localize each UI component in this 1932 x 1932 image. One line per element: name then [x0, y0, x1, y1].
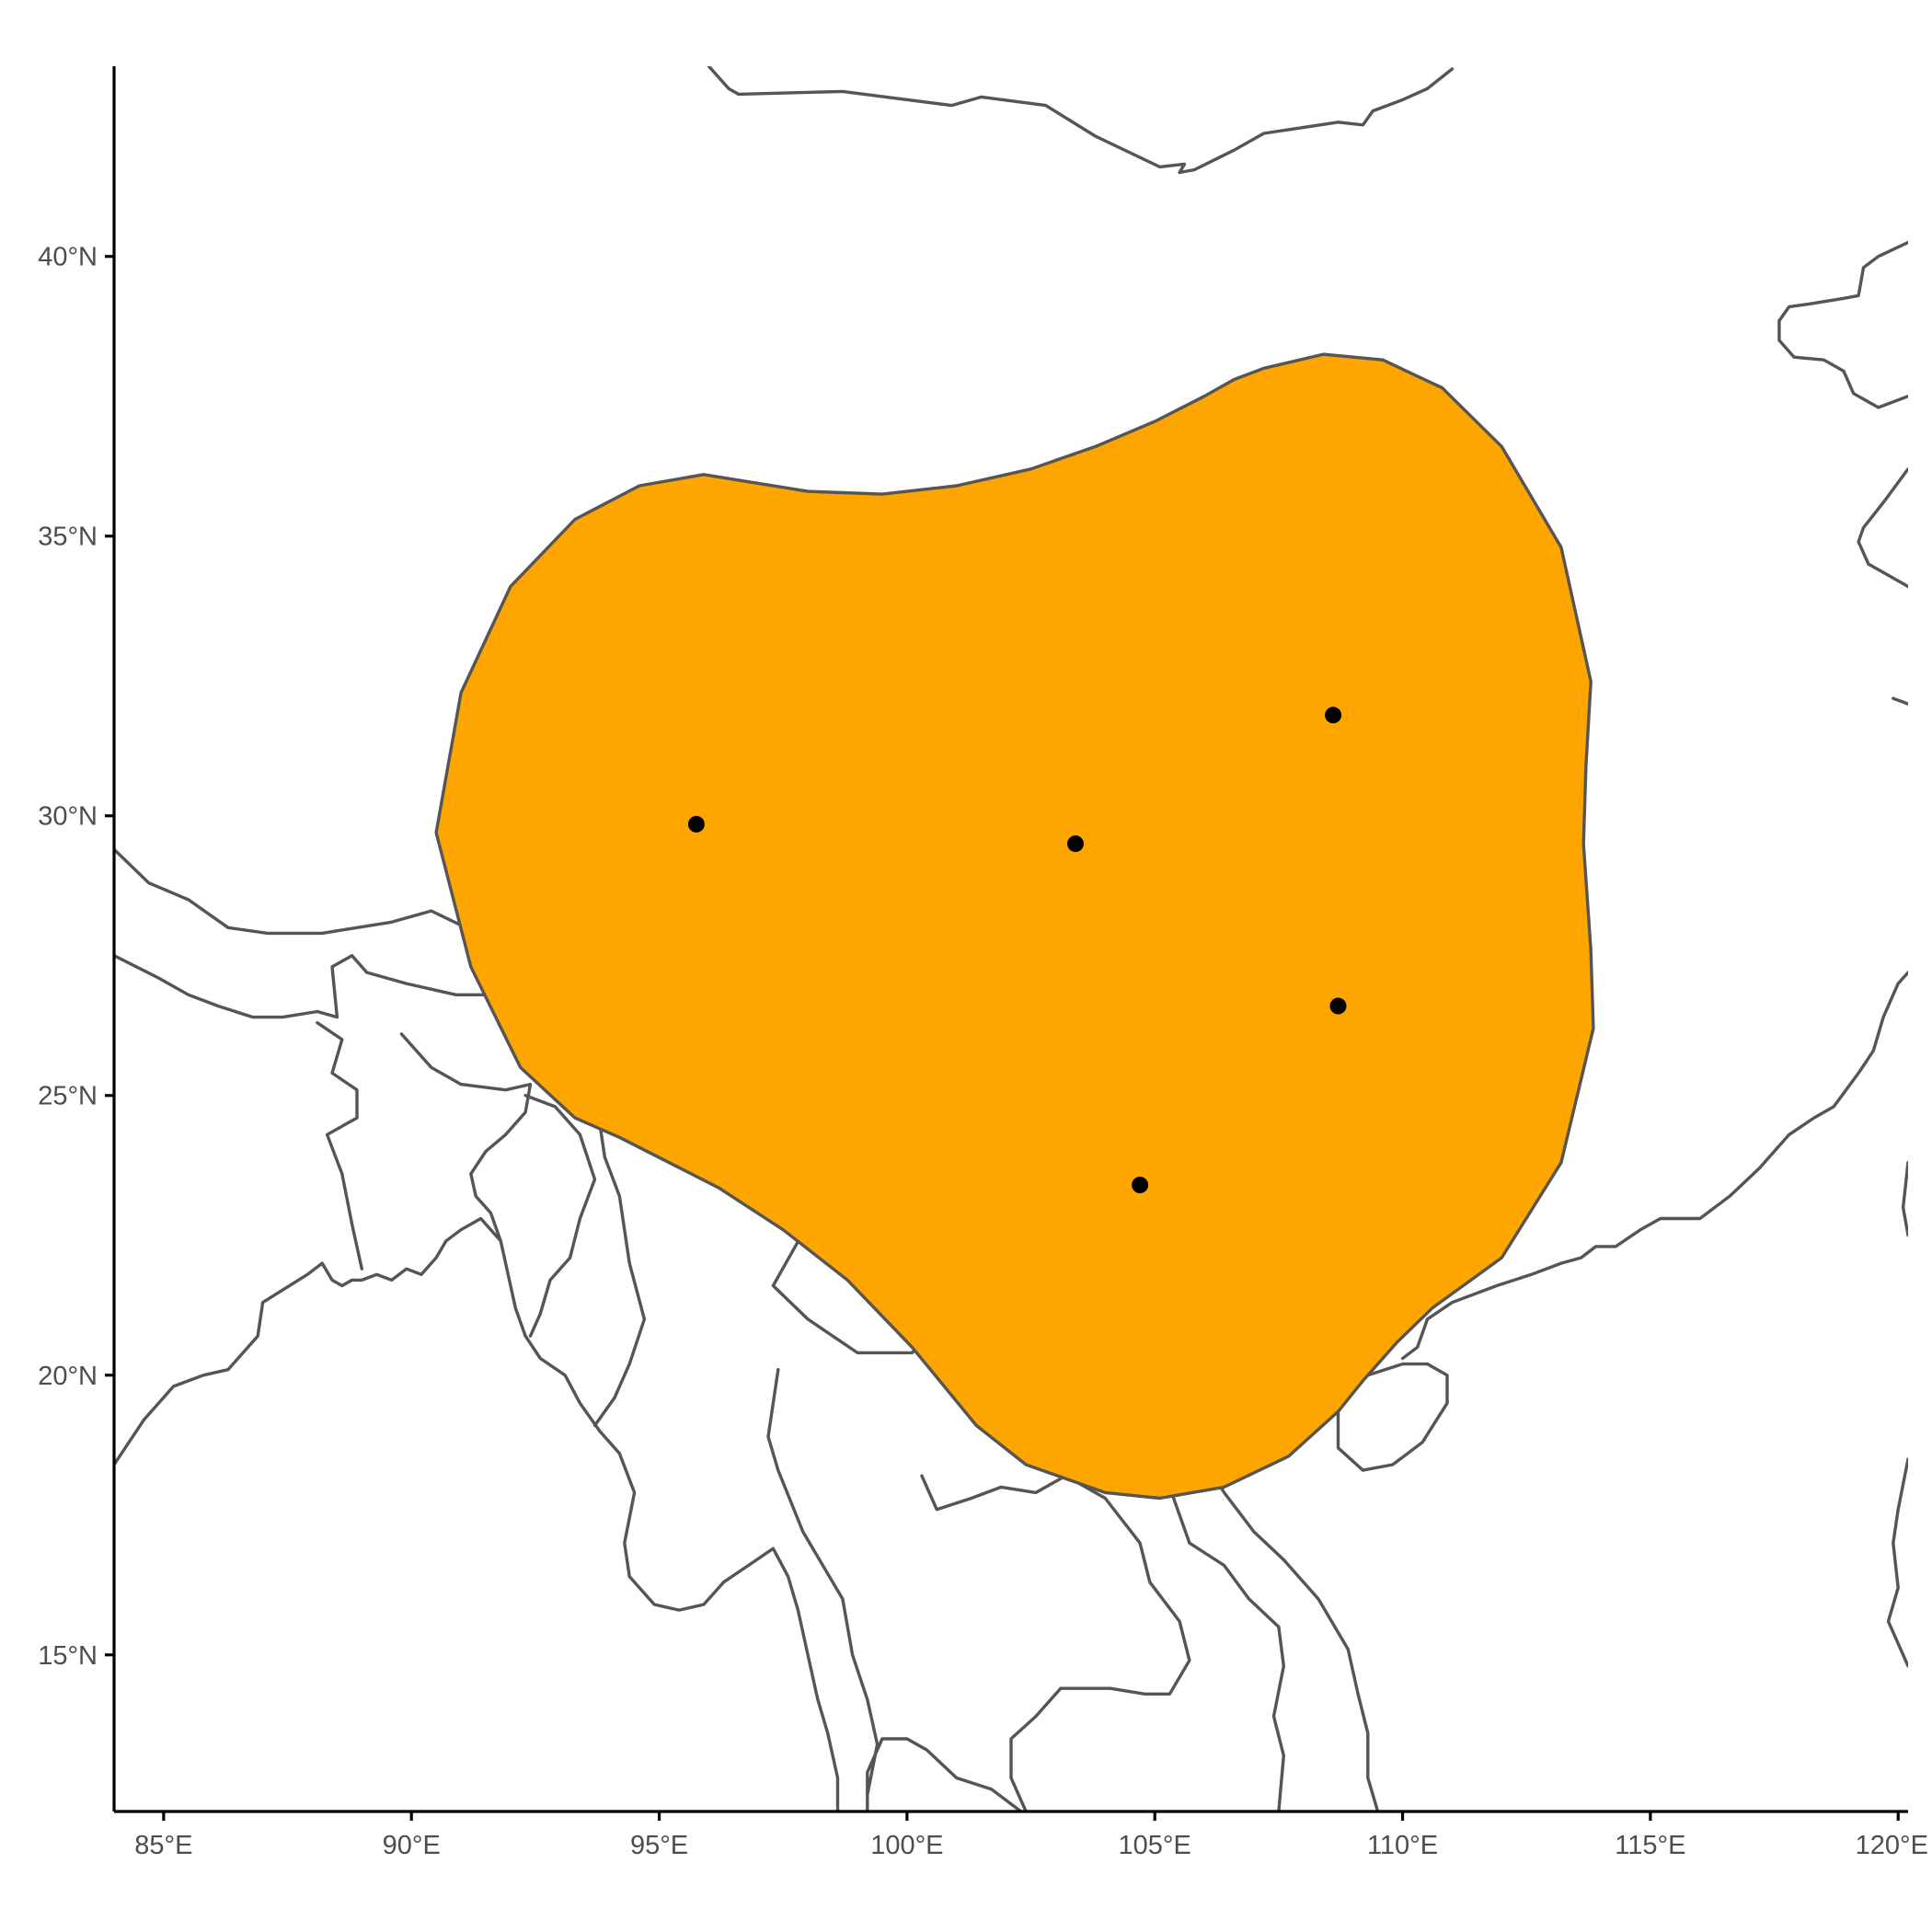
x-tick-label-115: 115°E [1615, 1831, 1685, 1860]
occurrence-point-5 [1132, 1177, 1149, 1193]
y-tick-label-20: 20°N [38, 1362, 98, 1391]
x-tick-label-85: 85°E [134, 1831, 192, 1860]
x-axis: 85°E 90°E 95°E 100°E 105°E 110°E 115°E 120°E [134, 1811, 1928, 1860]
coastline-20 [1167, 1485, 1285, 1811]
x-tick-label-90: 90°E [383, 1831, 441, 1860]
occurrence-point-4 [1329, 997, 1347, 1015]
y-tick-label-15: 15°N [38, 1641, 98, 1671]
coastline-10 [866, 1737, 1023, 1811]
x-tick-label-95: 95°E [630, 1831, 688, 1860]
coastline-0 [707, 66, 1455, 175]
y-axis: 15°N 20°N 25°N 30°N 35°N 40°N [38, 243, 114, 1671]
y-tick-label-25: 25°N [38, 1082, 98, 1111]
occurrence-point-2 [1067, 835, 1084, 853]
coastline-18 [766, 1368, 880, 1797]
coastline-16 [592, 1121, 647, 1428]
x-tick-label-110: 110°E [1367, 1831, 1438, 1860]
coastline-8 [1886, 1457, 1908, 1668]
coastline-13 [316, 1021, 363, 1271]
y-tick-label-40: 40°N [38, 243, 98, 272]
y-tick-label-30: 30°N [38, 802, 98, 832]
coastline-layer [114, 66, 1908, 1811]
coastline-14 [399, 1032, 533, 1243]
coastline-12 [114, 942, 523, 1019]
occurrence-points-layer [687, 707, 1347, 1193]
coastline-19 [920, 1474, 1191, 1811]
y-tick-label-35: 35°N [38, 523, 98, 552]
coastline-2 [1857, 467, 1908, 589]
occurrence-point-3 [1325, 707, 1342, 724]
x-tick-label-100: 100°E [870, 1831, 943, 1860]
occurrence-point-1 [687, 815, 705, 833]
coastline-3 [1892, 696, 1908, 706]
coastline-15 [523, 1094, 597, 1338]
species-range-polygon [434, 352, 1595, 1501]
coastline-5 [1901, 1161, 1908, 1237]
coastline-1 [1777, 240, 1908, 409]
coastline-4 [1400, 971, 1908, 1361]
x-tick-label-120: 120°E [1856, 1831, 1928, 1860]
x-tick-label-105: 105°E [1119, 1831, 1191, 1860]
coastline-9 [114, 1216, 840, 1811]
plot-panel [114, 66, 1908, 1811]
